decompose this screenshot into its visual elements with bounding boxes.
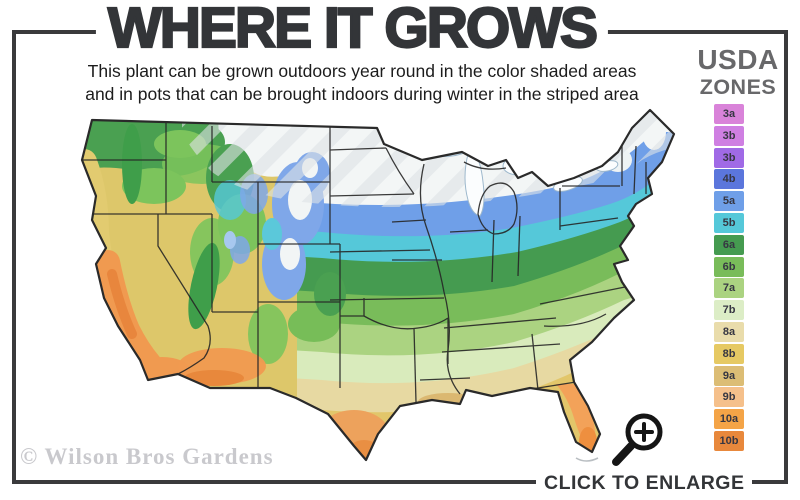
click-to-enlarge-button[interactable]: CLICK TO ENLARGE: [536, 472, 753, 494]
subtitle-line-2: and in pots that can be brought indoors …: [85, 84, 639, 104]
zone-chip-3b: 3b: [714, 125, 744, 146]
usda-zone-map-svg: [80, 108, 676, 462]
page-title: WHERE IT GROWS: [95, 0, 609, 61]
zone-chip-7b: 7b: [714, 300, 744, 321]
state-borders: [82, 118, 647, 403]
zone-chip-3b: 3b: [714, 147, 744, 168]
zone-chip-5b: 5b: [714, 212, 744, 233]
zone-chip-3a: 3a: [714, 104, 744, 124]
zone-chip-9a: 9a: [714, 365, 744, 386]
legend-title-zones: ZONES: [699, 75, 777, 99]
zone-chip-8a: 8a: [714, 321, 744, 342]
zone-chip-6a: 6a: [714, 234, 744, 255]
zone-chip-10a: 10a: [714, 409, 744, 430]
zone-chip-6b: 6b: [714, 256, 744, 277]
subtitle-line-1: This plant can be grown outdoors year ro…: [87, 61, 637, 81]
usda-zone-map[interactable]: [62, 102, 694, 466]
zone-chip-7a: 7a: [714, 278, 744, 299]
watermark: © Wilson Bros Gardens: [20, 444, 274, 469]
zone-chip-5a: 5a: [714, 191, 744, 212]
zone-chip-9b: 9b: [714, 387, 744, 408]
zone-chip-10b: 10b: [714, 430, 744, 451]
us-outline: [80, 108, 676, 462]
magnifier-zoom-icon[interactable]: [608, 410, 670, 470]
zone-chip-8b: 8b: [714, 343, 744, 364]
zone-legend: 3a 3b 3b 4b 5a 5b 6a 6b 7a 7b 8a 8b 9a 9b 10a 10b: [714, 104, 744, 453]
zone-chip-4b: 4b: [714, 169, 744, 190]
legend-title: USDA ZONES: [686, 46, 790, 99]
legend-title-usda: USDA: [697, 44, 779, 75]
florida-keys: [575, 457, 599, 462]
subtitle: This plant can be grown outdoors year ro…: [52, 60, 672, 106]
